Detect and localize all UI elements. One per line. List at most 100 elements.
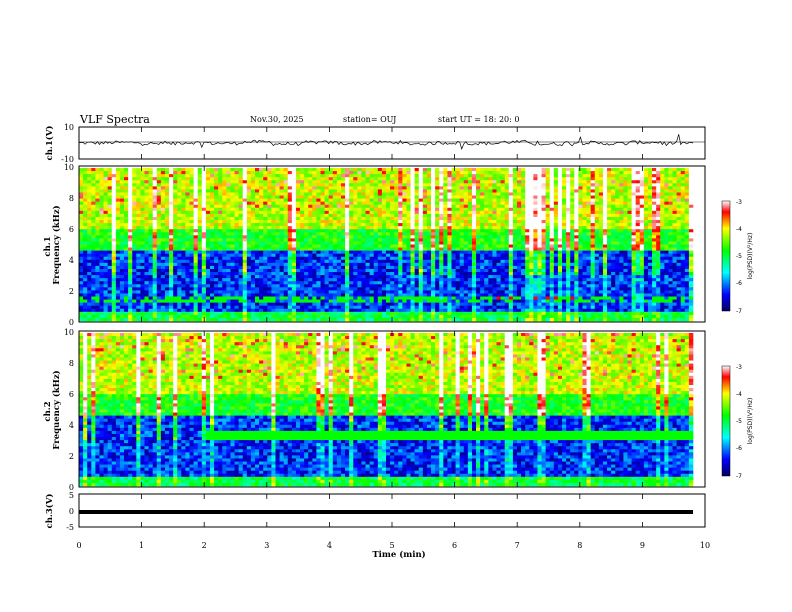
spec-cell <box>295 232 301 236</box>
spec-cell <box>672 171 677 175</box>
spec-cell <box>381 180 387 184</box>
spec-cell <box>451 183 456 187</box>
spec-cell <box>250 177 256 181</box>
spec-cell <box>308 186 313 190</box>
spec-cell <box>598 207 604 212</box>
spec-cell <box>533 201 538 206</box>
spec-cell <box>95 204 100 209</box>
spec-cell <box>643 265 649 270</box>
spec-cell <box>312 180 317 184</box>
spec-cell <box>471 253 477 258</box>
spec-cell <box>422 247 428 251</box>
spec-cell <box>660 189 665 193</box>
spec-cell <box>533 244 538 248</box>
spec-cell <box>226 259 231 264</box>
spec-cell <box>615 177 620 181</box>
spec-cell <box>250 247 256 251</box>
spec-cell <box>189 186 194 190</box>
spec-cell <box>304 235 309 239</box>
spec-cell <box>328 204 334 209</box>
spec-cell <box>504 232 510 236</box>
spec-cell <box>647 253 653 258</box>
spec-cell <box>557 192 563 196</box>
spec-cell <box>578 210 583 215</box>
spec-cell <box>418 186 424 190</box>
spec-cell <box>173 186 178 190</box>
spec-cell <box>602 226 608 230</box>
spec-cell <box>312 265 317 270</box>
spec-cell <box>426 183 432 187</box>
spec-cell <box>209 259 215 264</box>
spec-cell <box>300 259 305 264</box>
spec-cell <box>590 235 596 239</box>
spec-cell <box>259 265 264 270</box>
spec-cell <box>394 244 399 248</box>
spec-cell <box>279 220 284 224</box>
spec-cell <box>332 183 338 187</box>
spec-cell <box>566 186 571 190</box>
spec-cell <box>144 244 149 248</box>
spec-cell <box>238 250 244 254</box>
spec-cell <box>287 220 293 224</box>
spec-cell <box>132 177 137 181</box>
spec-cell <box>332 232 338 236</box>
spec-cell <box>439 177 444 181</box>
spec-cell <box>566 235 571 239</box>
spec-cell <box>619 241 624 245</box>
spec-cell <box>426 174 432 178</box>
spec-cell <box>664 229 669 233</box>
spec-cell <box>181 207 186 212</box>
spec-cell <box>107 256 113 261</box>
spec-cell <box>279 223 284 227</box>
spec-cell <box>455 265 460 270</box>
spec-cell <box>562 216 567 221</box>
spec-cell <box>623 204 628 209</box>
spec-cell <box>615 232 620 236</box>
spec-cell <box>197 210 203 215</box>
spec-cell <box>99 207 104 212</box>
spec-cell <box>496 201 501 206</box>
spec-cell <box>607 235 612 239</box>
spec-cell <box>169 226 174 230</box>
spec-cell <box>300 180 305 184</box>
spec-cell <box>263 250 268 254</box>
spec-cell <box>152 180 158 184</box>
spec-cell <box>246 223 252 227</box>
spec-cell <box>627 223 632 227</box>
spec-cell <box>316 244 321 248</box>
spec-cell <box>418 250 424 254</box>
spec-cell <box>484 229 489 233</box>
spec-cell <box>222 192 227 196</box>
spec-cell <box>160 223 166 227</box>
spec-cell <box>684 171 690 175</box>
spec-cell <box>234 265 239 270</box>
spec-cell <box>672 238 677 242</box>
spec-cell <box>283 195 289 199</box>
spec-cell <box>533 204 538 209</box>
spec-cell <box>312 235 317 239</box>
spec-cell <box>594 195 600 199</box>
spec-cell <box>111 268 117 273</box>
spec-cell <box>422 223 428 227</box>
spec-cell <box>230 177 235 181</box>
spec-cell <box>496 262 501 267</box>
spec-cell <box>308 171 313 175</box>
spec-cell <box>611 210 616 215</box>
spec-cell <box>87 171 92 175</box>
spec-cell <box>119 207 125 212</box>
spec-cell <box>574 244 579 248</box>
spec-cell <box>209 210 215 215</box>
spec-cell <box>111 220 117 224</box>
spec-cell <box>128 192 133 196</box>
spec-cell <box>484 183 489 187</box>
spec-cell <box>516 198 522 202</box>
spec-cell <box>95 186 100 190</box>
spec-cell <box>275 238 280 242</box>
spec-cell <box>83 253 88 258</box>
spec-cell <box>132 168 137 172</box>
spec-cell <box>435 235 440 239</box>
spec-cell <box>557 220 563 224</box>
spec-cell <box>340 183 346 187</box>
spec-cell <box>549 198 555 202</box>
spec-cell <box>590 198 596 202</box>
